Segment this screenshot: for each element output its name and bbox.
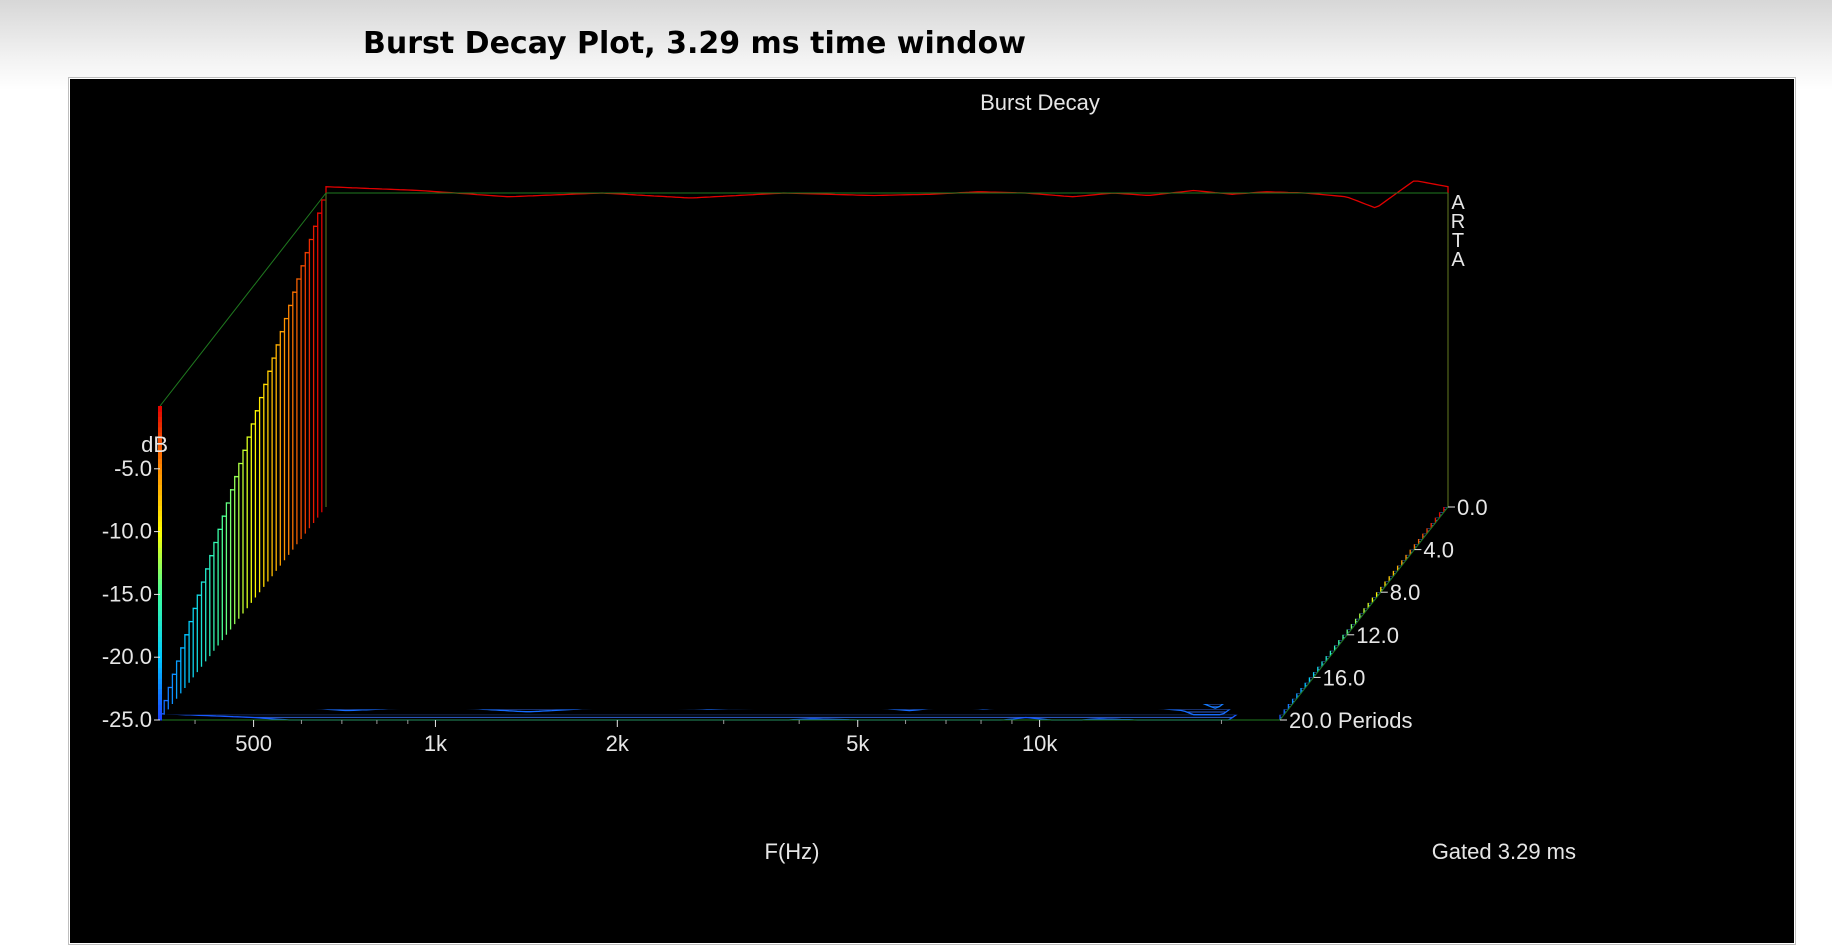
colorbar-segment bbox=[158, 646, 162, 653]
colorbar-segment bbox=[158, 589, 162, 595]
db-colorbar bbox=[158, 406, 162, 721]
colorbar-segment bbox=[158, 505, 162, 512]
gate-label: Gated 3.29 ms bbox=[1432, 839, 1576, 864]
colorbar-segment bbox=[158, 641, 162, 648]
colorbar-segment bbox=[158, 604, 162, 611]
watermark-letter: A bbox=[1451, 192, 1465, 214]
freq-tick-label: 5k bbox=[846, 731, 870, 756]
watermark-letter: R bbox=[1451, 211, 1465, 233]
colorbar-segment bbox=[158, 714, 162, 721]
x-axis-label: F(Hz) bbox=[765, 839, 820, 864]
colorbar-segment bbox=[158, 437, 162, 444]
periods-tick-label: 0.0 bbox=[1457, 495, 1488, 520]
colorbar-segment bbox=[158, 536, 162, 543]
colorbar-segment bbox=[158, 631, 162, 637]
colorbar-segment bbox=[158, 709, 162, 716]
decay-slice-line bbox=[325, 180, 1449, 507]
colorbar-segment bbox=[158, 625, 162, 632]
colorbar-segment bbox=[158, 693, 162, 700]
colorbar-segment bbox=[158, 521, 162, 527]
colorbar-segment bbox=[158, 406, 162, 412]
colorbar-segment bbox=[158, 494, 162, 501]
colorbar-segment bbox=[158, 421, 162, 428]
colorbar-segment bbox=[158, 453, 162, 459]
periods-tick-label: 20.0 Periods bbox=[1289, 708, 1413, 733]
decay-slices bbox=[159, 180, 1449, 721]
colorbar-segment bbox=[158, 526, 162, 533]
colorbar-segment bbox=[158, 426, 162, 433]
y-axis-label: dB bbox=[141, 432, 168, 457]
colorbar-segment bbox=[158, 416, 162, 423]
colorbar-segment bbox=[158, 615, 162, 622]
colorbar-segment bbox=[158, 458, 162, 465]
colorbar-segment bbox=[158, 620, 162, 627]
colorbar-segment bbox=[158, 563, 162, 569]
chart-title: Burst Decay bbox=[980, 90, 1100, 115]
colorbar-segment bbox=[158, 479, 162, 485]
freq-tick-label: 1k bbox=[424, 731, 448, 756]
plot-frame bbox=[159, 192, 1449, 721]
colorbar-segment bbox=[158, 610, 162, 616]
page-title: Burst Decay Plot, 3.29 ms time window bbox=[363, 26, 1026, 61]
colorbar-segment bbox=[158, 468, 162, 475]
watermark-letter: A bbox=[1451, 249, 1465, 271]
colorbar-segment bbox=[158, 683, 162, 690]
colorbar-segment bbox=[158, 510, 162, 517]
colorbar-segment bbox=[158, 432, 162, 438]
colorbar-segment bbox=[158, 672, 162, 679]
colorbar-segment bbox=[158, 704, 162, 711]
colorbar-segment bbox=[158, 515, 162, 522]
colorbar-segment bbox=[158, 552, 162, 559]
db-tick-label: -10.0 bbox=[102, 519, 152, 544]
colorbar-segment bbox=[158, 688, 162, 695]
periods-tick-label: 4.0 bbox=[1423, 538, 1454, 563]
colorbar-segment bbox=[158, 447, 162, 454]
colorbar-segment bbox=[158, 662, 162, 669]
db-tick-label: -20.0 bbox=[102, 644, 152, 669]
colorbar-segment bbox=[158, 636, 162, 642]
db-tick-label: -25.0 bbox=[102, 707, 152, 732]
frame-edge bbox=[159, 192, 327, 407]
db-axis-ticks: -5.0 -10.0 -15.0 -20.0 -25.0 bbox=[102, 456, 160, 732]
burst-decay-chart: -5.0 -10.0 -15.0 -20.0 -25.0 500 1k 2k 5k 10k 0.… bbox=[70, 79, 1794, 943]
colorbar-segment bbox=[158, 547, 162, 554]
colorbar-segment bbox=[158, 568, 162, 574]
freq-tick-label: 10k bbox=[1022, 731, 1058, 756]
colorbar-segment bbox=[158, 557, 162, 564]
db-tick-label: -15.0 bbox=[102, 581, 152, 606]
periods-axis-ticks: 0.04.08.0 12.0 16.0 20.0 Periods bbox=[1280, 495, 1488, 733]
freq-tick-label: 500 bbox=[235, 731, 272, 756]
colorbar-segment bbox=[158, 463, 162, 470]
colorbar-segment bbox=[158, 411, 162, 417]
colorbar-segment bbox=[158, 474, 162, 480]
colorbar-segment bbox=[158, 651, 162, 658]
frame-edge bbox=[1279, 506, 1449, 721]
colorbar-segment bbox=[158, 573, 162, 580]
colorbar-segment bbox=[158, 442, 162, 449]
colorbar-segment bbox=[158, 678, 162, 684]
colorbar-segment bbox=[158, 500, 162, 506]
periods-tick-label: 12.0 bbox=[1356, 623, 1399, 648]
colorbar-segment bbox=[158, 699, 162, 705]
frequency-axis-ticks: 500 1k 2k 5k 10k bbox=[194, 720, 1222, 756]
colorbar-segment bbox=[158, 599, 162, 606]
colorbar-segment bbox=[158, 484, 162, 491]
colorbar-segment bbox=[158, 489, 162, 496]
colorbar-segment bbox=[158, 667, 162, 674]
periods-tick-label: 8.0 bbox=[1390, 580, 1421, 605]
freq-tick-label: 2k bbox=[606, 731, 630, 756]
periods-tick-label: 16.0 bbox=[1323, 665, 1366, 690]
colorbar-segment bbox=[158, 531, 162, 538]
colorbar-segment bbox=[158, 657, 162, 663]
colorbar-segment bbox=[158, 578, 162, 585]
colorbar-segment bbox=[158, 594, 162, 601]
colorbar-segment bbox=[158, 542, 162, 548]
db-tick-label: -5.0 bbox=[114, 456, 152, 481]
watermark-letter: T bbox=[1452, 230, 1464, 252]
colorbar-segment bbox=[158, 583, 162, 590]
